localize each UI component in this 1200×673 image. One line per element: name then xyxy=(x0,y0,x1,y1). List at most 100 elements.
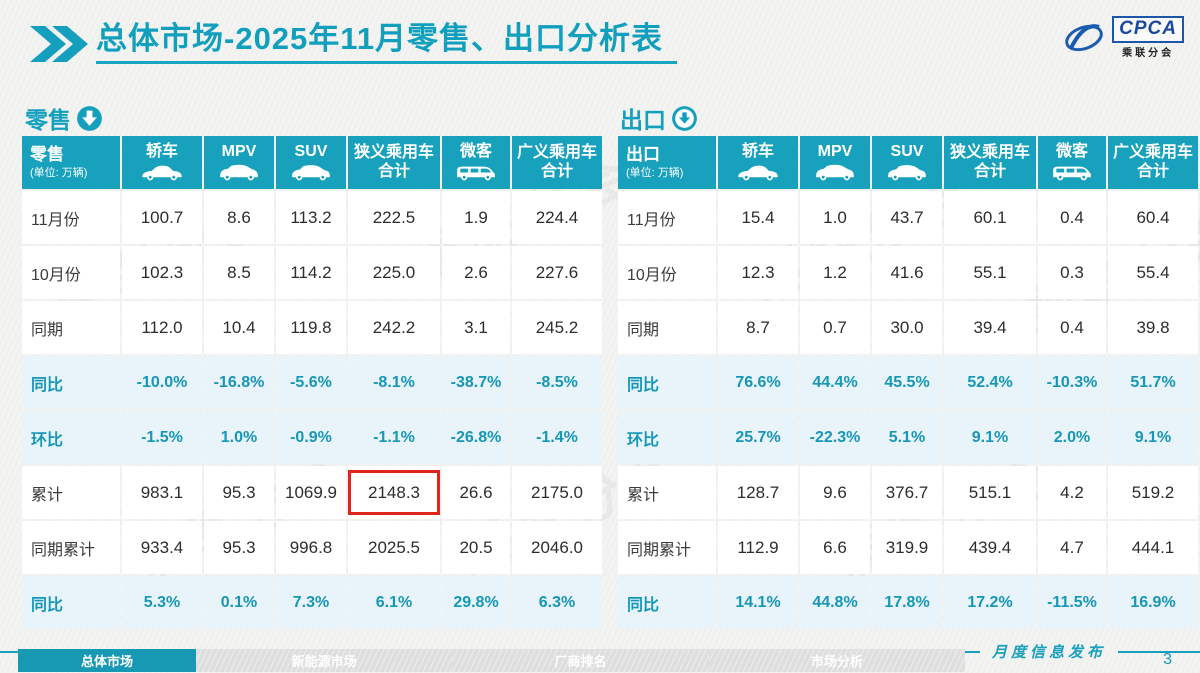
table-cell: 9.1% xyxy=(944,411,1036,464)
logo-wordmark: CPCA xyxy=(1112,16,1184,43)
tab-manufacturer-ranking[interactable]: 厂商排名 xyxy=(452,649,709,672)
export-table: 出口 (单位: 万辆) 轿车 MPV SUV 狭义乘用车合计 微客 广义乘用车合… xyxy=(618,136,1198,629)
column-label: 广义乘用车合计 xyxy=(1113,144,1194,180)
column-label: 微客 xyxy=(459,142,492,160)
mpv-icon xyxy=(816,164,854,181)
table-cell: 1.9 xyxy=(442,191,510,244)
table-cell: 444.1 xyxy=(1108,521,1198,574)
footer-note: 月度信息发布 xyxy=(991,645,1106,661)
table-cell: 114.2 xyxy=(276,246,346,299)
row-label: 环比 xyxy=(618,411,716,464)
table-cell: 2.0% xyxy=(1038,411,1106,464)
table-cell: 55.4 xyxy=(1108,246,1198,299)
table-cell: -1.1% xyxy=(348,411,440,464)
table-cell: 100.7 xyxy=(122,191,202,244)
row-label: 同比 xyxy=(618,576,716,629)
column-label: 狭义乘用车合计 xyxy=(949,144,1030,180)
table-cell: 9.1% xyxy=(1108,411,1198,464)
table-cell: 51.7% xyxy=(1108,356,1198,409)
column-header-microvan: 微客 xyxy=(1038,136,1106,189)
table-cell: 2025.5 xyxy=(348,521,440,574)
table-cell: 996.8 xyxy=(276,521,346,574)
table-cell: 8.5 xyxy=(204,246,274,299)
row-label: 同期 xyxy=(618,301,716,354)
tab-overall-market[interactable]: 总体市场 xyxy=(18,649,196,672)
table-cell: 15.4 xyxy=(718,191,798,244)
export-section-label: 出口 xyxy=(620,101,698,135)
logo-subtitle: 乘联分会 xyxy=(1122,48,1175,59)
table-cell: 43.7 xyxy=(872,191,942,244)
table-cell: 0.4 xyxy=(1038,191,1106,244)
corner-label: 出口 xyxy=(626,145,660,165)
table-cell: 60.4 xyxy=(1108,191,1198,244)
column-label: SUV xyxy=(890,142,924,160)
table-cell: -26.8% xyxy=(442,411,510,464)
row-label: 同期累计 xyxy=(22,521,120,574)
table-cell: 10.4 xyxy=(204,301,274,354)
corner-label: 零售 xyxy=(30,145,64,165)
circled-down-arrow-icon xyxy=(672,105,697,131)
row-label: 同比 xyxy=(22,356,120,409)
mpv-icon xyxy=(220,164,258,181)
table-cell: 39.8 xyxy=(1108,301,1198,354)
retail-section-label: 零售 xyxy=(25,101,103,135)
table-cell: 102.3 xyxy=(122,246,202,299)
table-cell: 128.7 xyxy=(718,466,798,519)
column-header-narrow-pv-total: 狭义乘用车合计 xyxy=(348,136,440,189)
sedan-icon xyxy=(142,165,182,181)
column-header-suv: SUV xyxy=(872,136,942,189)
table-cell: -1.4% xyxy=(512,411,602,464)
row-label: 同期 xyxy=(22,301,120,354)
table-cell: 45.5% xyxy=(872,356,942,409)
table-cell: 515.1 xyxy=(944,466,1036,519)
column-label: 狭义乘用车合计 xyxy=(353,144,434,180)
table-cell: 6.1% xyxy=(348,576,440,629)
table-cell: 25.7% xyxy=(718,411,798,464)
table-cell: 95.3 xyxy=(204,466,274,519)
table-cell: 12.3 xyxy=(718,246,798,299)
column-header-microvan: 微客 xyxy=(442,136,510,189)
column-header-sedan: 轿车 xyxy=(122,136,202,189)
table-cell: 983.1 xyxy=(122,466,202,519)
table-cell: 319.9 xyxy=(872,521,942,574)
table-cell: 16.9% xyxy=(1108,576,1198,629)
table-cell: 2.6 xyxy=(442,246,510,299)
table-cell: 9.6 xyxy=(800,466,870,519)
column-label: 微客 xyxy=(1055,142,1088,160)
unit-label: (单位: 万辆) xyxy=(30,166,88,179)
table-cell: 6.3% xyxy=(512,576,602,629)
suv-icon xyxy=(888,165,926,181)
table-cell: 95.3 xyxy=(204,521,274,574)
row-label: 同期累计 xyxy=(618,521,716,574)
van-icon xyxy=(1053,166,1091,181)
row-label: 10月份 xyxy=(22,246,120,299)
table-cell: 242.2 xyxy=(348,301,440,354)
table-cell: 113.2 xyxy=(276,191,346,244)
table-cell: 30.0 xyxy=(872,301,942,354)
tab-market-analysis[interactable]: 市场分析 xyxy=(708,649,965,672)
table-cell: -8.1% xyxy=(348,356,440,409)
table-corner-cell: 零售 (单位: 万辆) xyxy=(22,136,120,189)
slide-header: 总体市场-2025年11月零售、出口分析表 xyxy=(28,21,678,65)
table-cell: 17.8% xyxy=(872,576,942,629)
table-cell: 112.9 xyxy=(718,521,798,574)
table-cell: 39.4 xyxy=(944,301,1036,354)
table-cell: 224.4 xyxy=(512,191,602,244)
column-label: MPV xyxy=(221,142,257,160)
tab-nev-market[interactable]: 新能源市场 xyxy=(196,649,453,672)
table-cell: 376.7 xyxy=(872,466,942,519)
section-tab-bar: 总体市场 新能源市场 厂商排名 市场分析 xyxy=(18,649,965,672)
table-cell: 29.8% xyxy=(442,576,510,629)
table-cell: 112.0 xyxy=(122,301,202,354)
row-label: 10月份 xyxy=(618,246,716,299)
page-title-rest: -2025年11月零售、出口分析表 xyxy=(224,21,664,56)
table-cell: 7.3% xyxy=(276,576,346,629)
table-cell: -11.5% xyxy=(1038,576,1106,629)
table-cell: 60.1 xyxy=(944,191,1036,244)
table-cell: 933.4 xyxy=(122,521,202,574)
double-chevron-icon xyxy=(30,26,88,63)
table-cell: 1.2 xyxy=(800,246,870,299)
retail-table: 零售 (单位: 万辆) 轿车 MPV SUV 狭义乘用车合计 微客 广义乘用车合… xyxy=(22,136,602,629)
table-cell: 44.4% xyxy=(800,356,870,409)
circle-down-arrow-icon xyxy=(77,105,102,131)
